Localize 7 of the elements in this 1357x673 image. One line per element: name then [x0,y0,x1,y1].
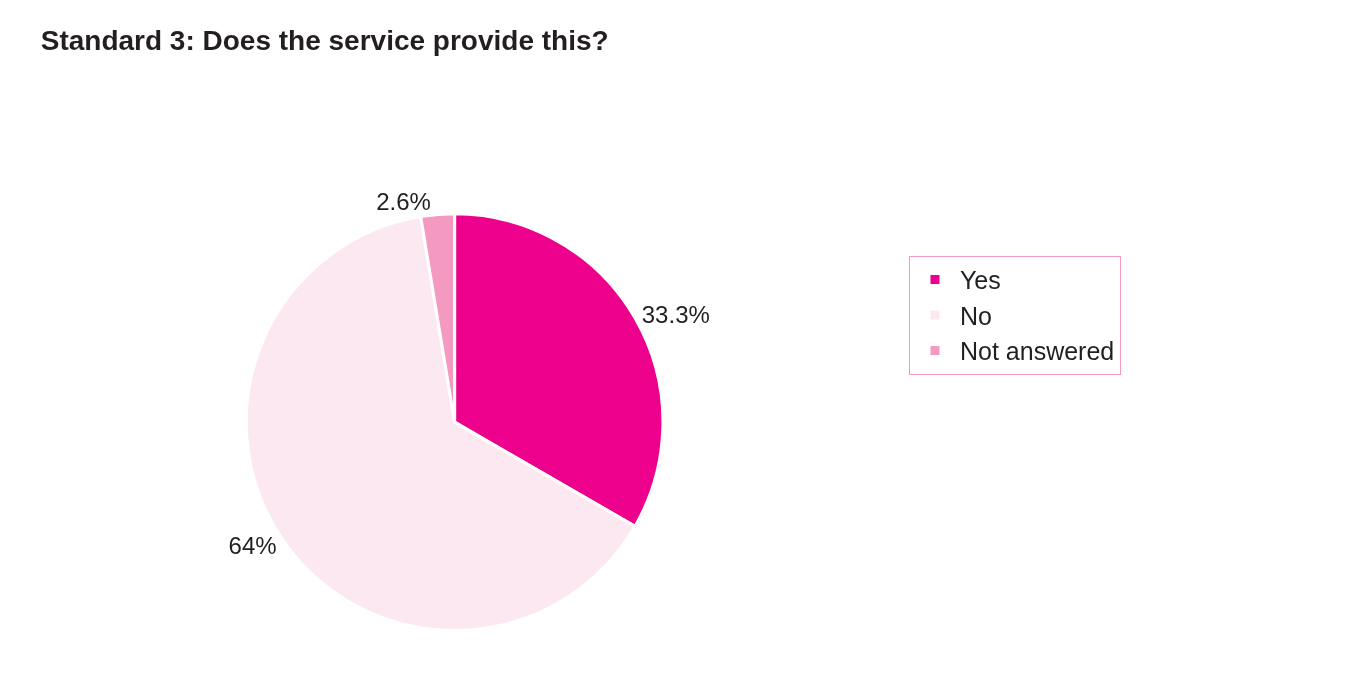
data-label: 2.6% [376,187,431,215]
data-label: 64% [228,531,277,559]
data-label: 33.3% [641,301,710,329]
legend-label: Not answered [959,337,1115,366]
chart-title: Standard 3: Does the service provide this? [40,25,609,57]
legend-label: No [959,301,992,330]
legend-label: Yes [959,266,1001,295]
